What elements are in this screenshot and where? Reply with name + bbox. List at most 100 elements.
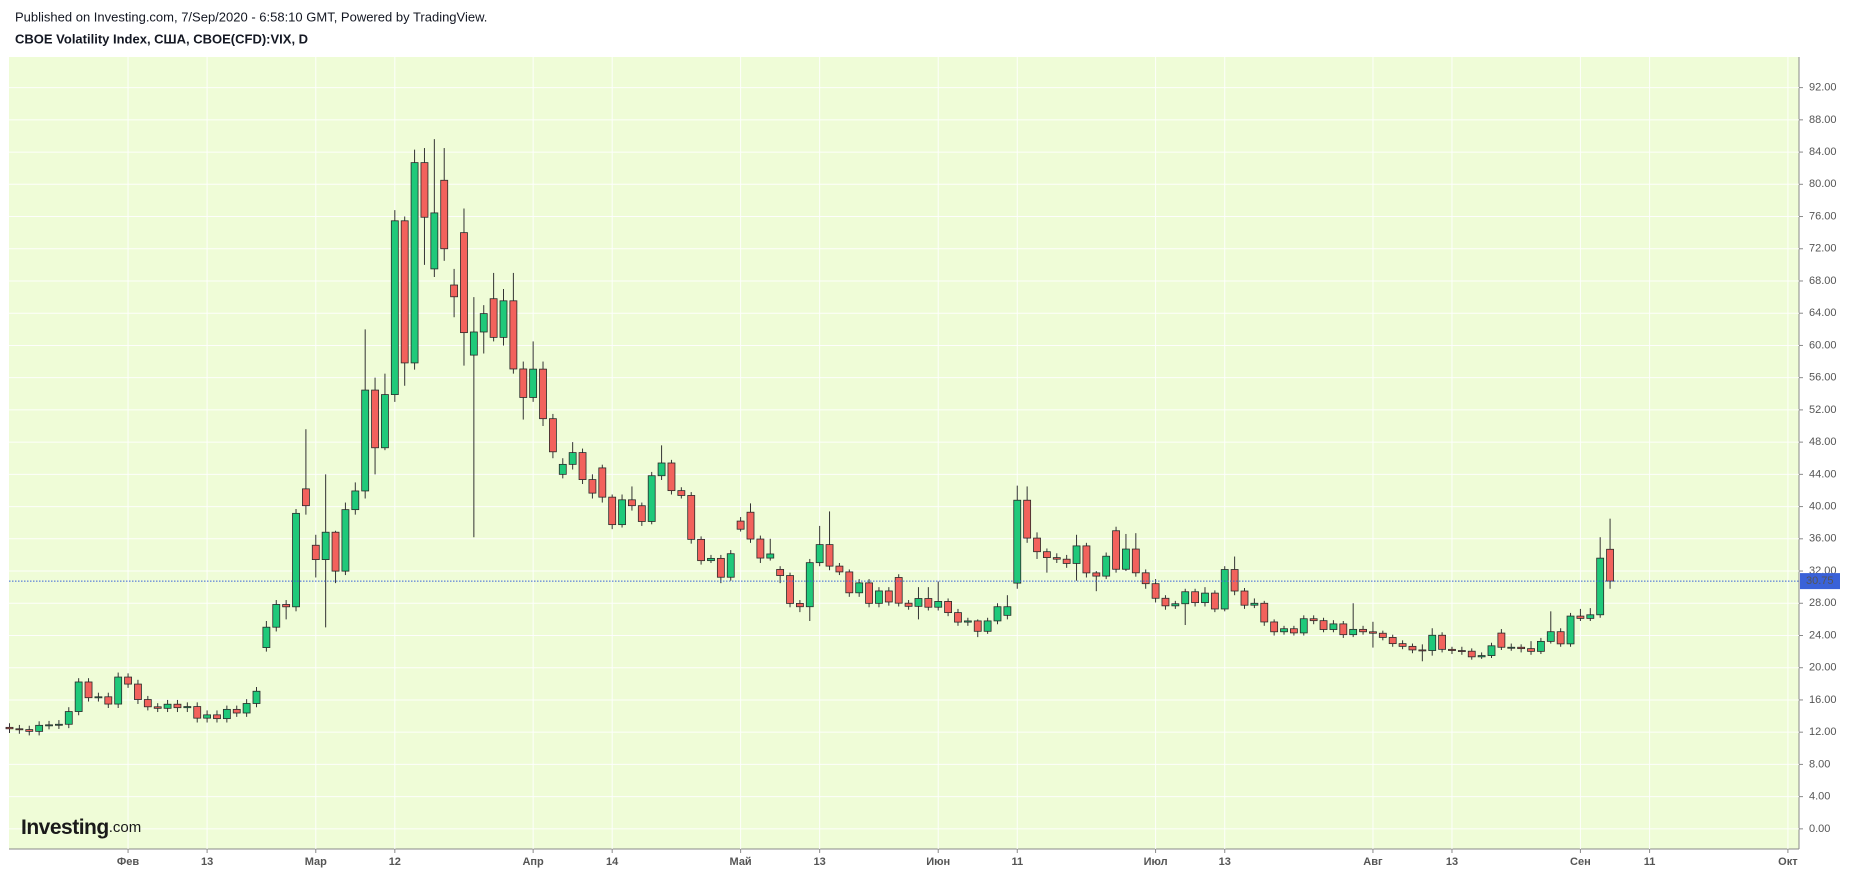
candle-body — [786, 575, 794, 604]
candle-body — [1161, 597, 1170, 607]
candle-body — [1457, 650, 1466, 652]
x-tick-label: Фев — [117, 856, 140, 868]
candle-body — [1517, 646, 1526, 650]
candle-body — [1537, 640, 1545, 652]
candle-body — [914, 598, 923, 607]
x-tick-label: Май — [730, 856, 752, 868]
candle-body — [15, 728, 24, 731]
candle-body — [618, 499, 626, 526]
candle-body — [410, 162, 419, 364]
candle-body — [549, 418, 557, 453]
y-tick-label: 84.00 — [1809, 146, 1837, 158]
price-label: 30.75 — [1806, 575, 1834, 587]
candle-body — [25, 729, 34, 732]
candle-body — [400, 220, 409, 364]
candle-body — [805, 562, 814, 608]
candle-body — [55, 723, 63, 726]
y-tick-label: 40.00 — [1809, 500, 1837, 512]
candle-body — [983, 620, 992, 632]
candle-body — [1043, 551, 1051, 558]
candle-body — [1408, 645, 1417, 651]
candle-body — [5, 726, 14, 730]
candle-body — [430, 212, 439, 270]
candle-body — [1448, 648, 1456, 651]
y-tick-label: 0.00 — [1809, 823, 1830, 835]
candle-body — [1102, 555, 1111, 577]
plot-background — [9, 57, 1799, 849]
candle-body — [1210, 592, 1219, 610]
candle-body — [529, 368, 538, 398]
candle-body — [894, 577, 903, 604]
candle-body — [756, 538, 765, 559]
candle-body — [1072, 545, 1081, 564]
candle-body — [1141, 572, 1150, 585]
candle-body — [1151, 583, 1160, 599]
candle-body — [647, 475, 656, 522]
candle-body — [1477, 655, 1486, 658]
candle-body — [104, 696, 113, 705]
candle-body — [1270, 621, 1279, 633]
candle-body — [934, 601, 943, 608]
candle-body — [1092, 572, 1101, 577]
candle-body — [1052, 557, 1061, 560]
candle-body — [1112, 530, 1120, 570]
candle-body — [884, 590, 893, 603]
candle-body — [35, 724, 44, 732]
candle-body — [1418, 649, 1427, 652]
candle-body — [1349, 628, 1358, 636]
candle-body — [222, 708, 231, 720]
candle-body — [361, 389, 370, 492]
candle-body — [134, 683, 142, 700]
candle-body — [973, 620, 982, 632]
candle-body — [667, 462, 676, 492]
candle-body — [1596, 557, 1605, 616]
candle-body — [311, 544, 320, 560]
candle-body — [766, 553, 775, 559]
candle-body — [1467, 650, 1476, 658]
candle-body — [845, 571, 854, 594]
candle-body — [94, 696, 103, 699]
candle-body — [64, 711, 73, 725]
candle-body — [1398, 643, 1407, 647]
candle-body — [143, 699, 152, 708]
candle-body — [1003, 606, 1012, 616]
candle-body — [677, 490, 686, 496]
candle-body — [1388, 637, 1397, 645]
candle-body — [578, 452, 587, 480]
candle-body — [450, 284, 459, 298]
candle-body — [1230, 569, 1239, 592]
candle-body — [924, 598, 933, 608]
y-tick-label: 92.00 — [1809, 82, 1837, 94]
y-tick-label: 60.00 — [1809, 339, 1837, 351]
y-tick-label: 8.00 — [1809, 758, 1830, 770]
y-tick-label: 76.00 — [1809, 210, 1837, 222]
x-tick-label: 13 — [201, 856, 213, 868]
candle-body — [726, 553, 735, 578]
candle-body — [1606, 548, 1614, 582]
candle-body — [292, 512, 300, 608]
candle-body — [1033, 537, 1041, 553]
candle-body — [519, 368, 528, 398]
y-tick-label: 52.00 — [1809, 404, 1837, 416]
x-tick-label: Июл — [1144, 856, 1168, 868]
candle-body — [1319, 620, 1328, 630]
candle-body — [539, 368, 547, 420]
published-note: Published on Investing.com, 7/Sep/2020 -… — [15, 9, 487, 24]
x-tick-label: 13 — [1446, 856, 1458, 868]
y-tick-label: 48.00 — [1809, 436, 1837, 448]
candle-body — [153, 706, 162, 709]
y-tick-label: 80.00 — [1809, 178, 1837, 190]
x-tick-label: Сен — [1570, 856, 1591, 868]
x-tick-label: Авг — [1363, 856, 1383, 868]
y-tick-label: 72.00 — [1809, 243, 1837, 255]
y-tick-label: 16.00 — [1809, 694, 1837, 706]
candle-body — [420, 162, 429, 218]
y-tick-label: 28.00 — [1809, 597, 1837, 609]
candle-body — [1576, 615, 1585, 619]
candle-body — [460, 232, 468, 334]
candle-body — [1082, 545, 1091, 574]
y-tick-label: 12.00 — [1809, 726, 1837, 738]
candle-body — [252, 690, 261, 704]
